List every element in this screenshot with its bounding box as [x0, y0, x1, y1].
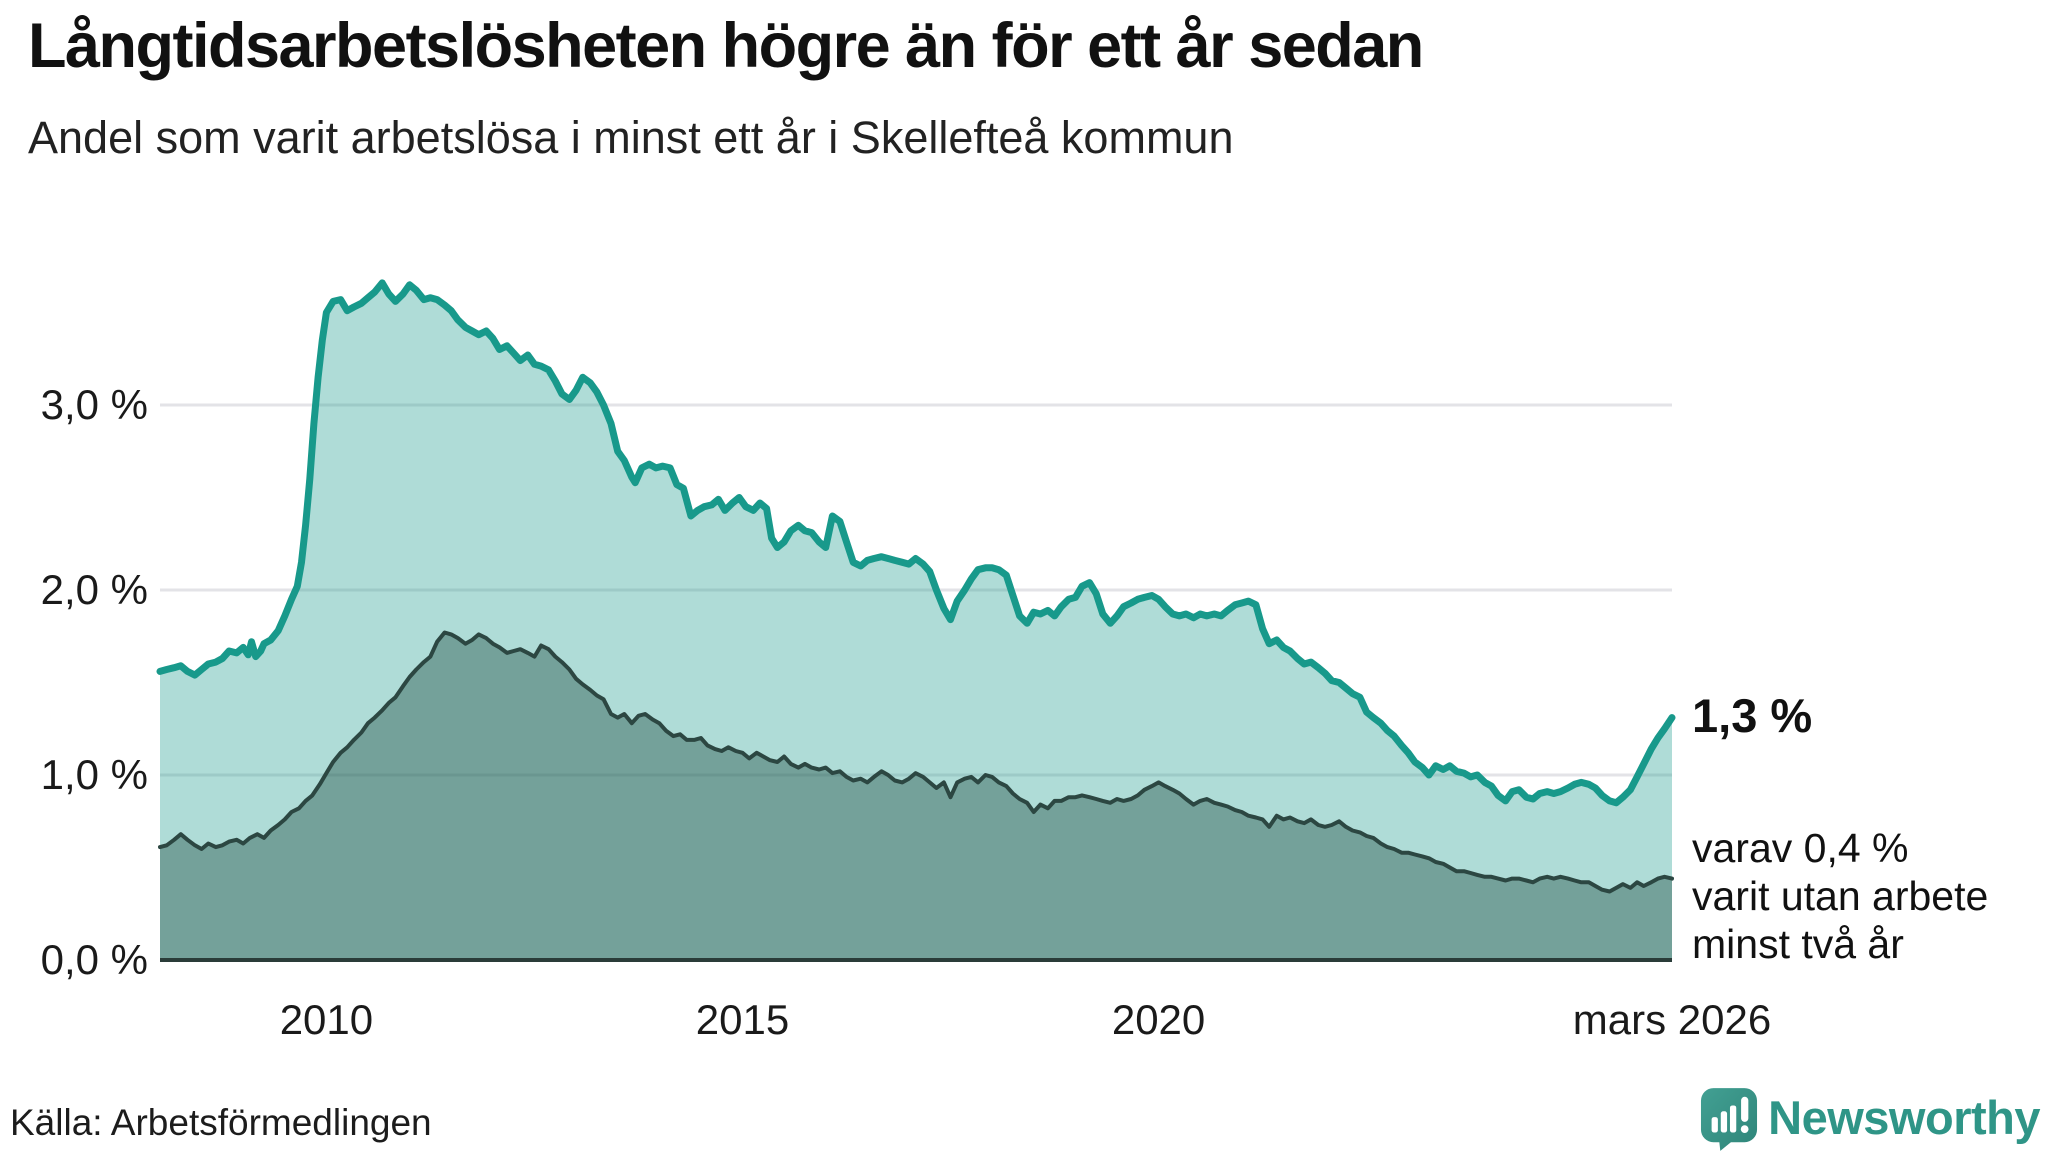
x-tick-label: 2015: [695, 996, 790, 1043]
secondary-annotation-line-3: minst två år: [1692, 921, 1904, 967]
line-at-least-two-years: [158, 630, 1674, 894]
secondary-series-annotation: varav 0,4 % varit utan arbete minst två …: [1692, 824, 1988, 968]
line-at-least-one-year: [156, 279, 1676, 807]
y-tick-label: 3,0 %: [40, 381, 148, 428]
area-fill-at-least-one-year: [160, 282, 1672, 960]
area-fill-at-least-two-years: [160, 632, 1672, 960]
newsworthy-logo: Newsworthy: [1700, 1082, 2040, 1152]
x-tick-label: 2020: [1111, 996, 1206, 1043]
source-credit: Källa: Arbetsförmedlingen: [10, 1102, 432, 1143]
page-title: Långtidsarbetslösheten högre än för ett …: [28, 11, 1424, 81]
end-value-annotation: 1,3 %: [1692, 689, 1813, 742]
secondary-annotation-line-2: varit utan arbete: [1692, 873, 1989, 919]
page-subtitle: Andel som varit arbetslösa i minst ett å…: [28, 112, 1234, 163]
x-tick-label: mars 2026: [1572, 996, 1772, 1043]
y-tick-label: 1,0 %: [40, 751, 148, 798]
secondary-annotation-line-1: varav 0,4 %: [1692, 825, 1909, 871]
x-tick-label: 2010: [279, 996, 374, 1043]
y-tick-label: 2,0 %: [40, 566, 148, 613]
newsworthy-wordmark: Newsworthy: [1768, 1090, 2040, 1144]
newsworthy-speech-bubble-chart-icon: [1701, 1088, 1758, 1151]
y-tick-label: 0,0 %: [40, 936, 148, 983]
